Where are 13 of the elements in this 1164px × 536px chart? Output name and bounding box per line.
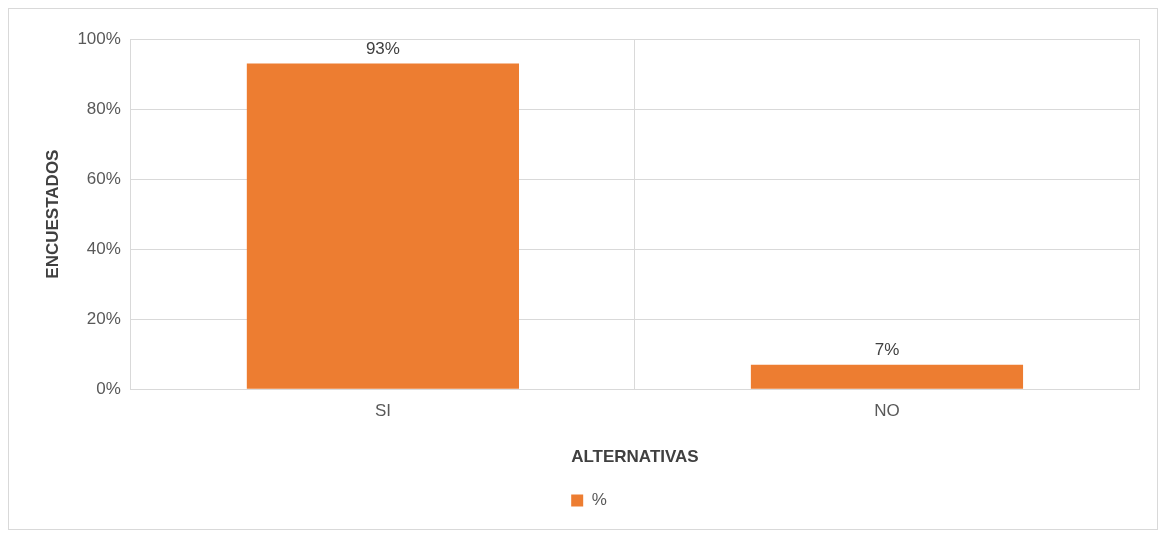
data-label: 7% bbox=[874, 339, 900, 359]
y-tick-label: 100% bbox=[77, 28, 121, 48]
y-axis-title: ENCUESTADOS bbox=[42, 149, 62, 279]
x-axis-title: ALTERNATIVAS bbox=[571, 447, 699, 467]
legend-label: % bbox=[591, 490, 607, 510]
y-tick-label: 40% bbox=[86, 238, 121, 258]
x-tick-label: SI bbox=[374, 401, 391, 421]
y-tick-label: 60% bbox=[86, 168, 121, 188]
y-tick-label: 0% bbox=[96, 378, 121, 398]
y-tick-label: 20% bbox=[86, 308, 121, 328]
y-tick-label: 80% bbox=[86, 98, 121, 118]
data-label: 93% bbox=[365, 38, 400, 58]
x-tick-label: NO bbox=[874, 401, 900, 421]
